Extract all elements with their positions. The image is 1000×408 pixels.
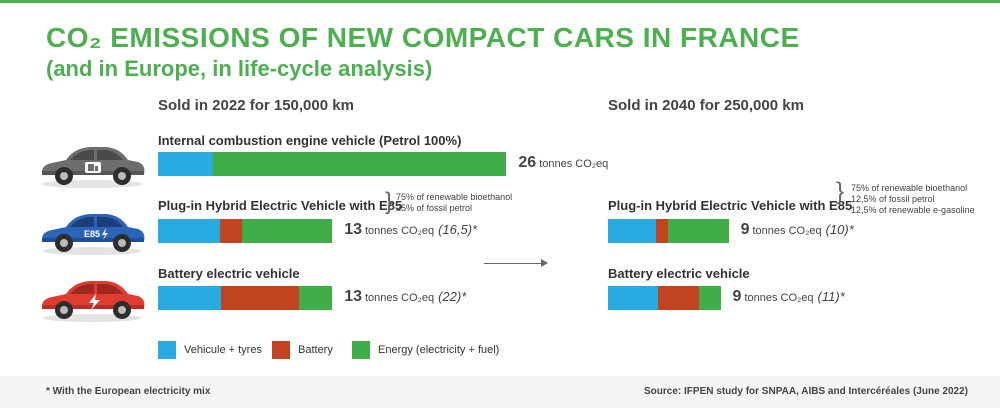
bar-segment-energy (298, 286, 333, 310)
bar-segment-energy (668, 219, 729, 243)
note-line: 12,5% of renewable e-gasoline (851, 205, 975, 215)
phev-2040-energy-note: 75% of renewable bioethanol 12,5% of fos… (851, 183, 975, 216)
note-line: 25% of fossil petrol (396, 203, 473, 213)
european-mix-value: (11)* (817, 289, 845, 304)
legend-label: Energy (electricity + fuel) (378, 344, 500, 356)
bar-segment-vehicle (608, 219, 657, 243)
european-mix-value: (10)* (825, 222, 854, 237)
total-value: 13 (344, 221, 362, 238)
bar-segment-battery (656, 219, 669, 243)
bar-ice-2022 (158, 152, 507, 176)
period-heading-2022: Sold in 2022 for 150,000 km (158, 97, 354, 114)
legend-item-battery: Battery (272, 341, 333, 359)
total-unit: tonnes CO₂eq (744, 292, 814, 304)
arrow-right-icon (484, 259, 548, 267)
legend-swatch-energy (352, 341, 370, 359)
bar-segment-vehicle (158, 152, 213, 176)
note-line: 12,5% of fossil petrol (851, 194, 935, 204)
row-label-bev-2022: Battery electric vehicle (158, 266, 300, 281)
bar-segment-energy (212, 152, 507, 176)
note-brace: } (385, 188, 394, 215)
svg-text:E85: E85 (84, 229, 100, 239)
period-heading-2040: Sold in 2040 for 250,000 km (608, 97, 804, 114)
row-label-phev-2022: Plug-in Hybrid Electric Vehicle with E85 (158, 198, 403, 213)
note-brace: } (836, 178, 845, 205)
legend-label: Battery (298, 344, 333, 356)
total-phev-2022: 13 tonnes CO₂eq (16,5)* (344, 221, 477, 239)
bar-bev-2040 (608, 286, 721, 310)
total-value: 9 (740, 221, 750, 238)
bar-phev-2040 (608, 219, 729, 243)
blue-e85-hybrid-car-icon: E85 (41, 214, 145, 255)
note-line: 75% of renewable bioethanol (396, 192, 513, 202)
total-value: 13 (344, 288, 362, 305)
row-label-bev-2040: Battery electric vehicle (608, 266, 750, 281)
total-value: 26 (518, 154, 537, 171)
row-label-phev-2040: Plug-in Hybrid Electric Vehicle with E85 (608, 198, 853, 213)
bar-segment-energy (699, 286, 721, 310)
bar-phev-2022 (158, 219, 333, 243)
note-line: 75% of renewable bioethanol (851, 183, 968, 193)
phev-2022-energy-note: 75% of renewable bioethanol 25% of fossi… (396, 192, 512, 214)
legend-item-vehicle: Vehicule + tyres (158, 341, 262, 359)
bar-segment-vehicle (608, 286, 658, 310)
top-accent-line (0, 0, 1000, 3)
row-label-ice-2022: Internal combustion engine vehicle (Petr… (158, 133, 462, 148)
source-note: Source: IFPEN study for SNPAA, AIBS and … (644, 386, 968, 397)
total-phev-2040: 9 tonnes CO₂eq (10)* (741, 221, 854, 239)
legend-swatch-battery (272, 341, 290, 359)
total-bev-2022: 13 tonnes CO₂eq (22)* (344, 288, 466, 306)
bar-segment-energy (242, 219, 333, 243)
european-mix-value: (16,5)* (438, 222, 478, 237)
total-bev-2040: 9 tonnes CO₂eq (11)* (733, 288, 845, 306)
bar-segment-battery (220, 286, 299, 310)
red-electric-car-icon (41, 281, 145, 322)
bar-bev-2022 (158, 286, 333, 310)
total-unit: tonnes CO₂eq (364, 292, 435, 304)
bar-segment-battery (219, 219, 243, 243)
grey-petrol-car-icon (41, 147, 145, 188)
total-unit: tonnes CO₂eq (364, 225, 435, 237)
total-ice-2022: 26 tonnes CO₂eq (518, 154, 608, 172)
legend-item-energy: Energy (electricity + fuel) (352, 341, 499, 359)
bar-segment-battery (657, 286, 700, 310)
european-mix-value: (22)* (438, 289, 467, 304)
total-unit: tonnes CO₂eq (539, 158, 609, 170)
total-value: 9 (732, 288, 742, 305)
footer-band (0, 376, 1000, 408)
legend-swatch-vehicle (158, 341, 176, 359)
total-unit: tonnes CO₂eq (752, 225, 822, 237)
footnote: * With the European electricity mix (46, 386, 211, 397)
chart-subtitle: (and in Europe, in life-cycle analysis) (46, 56, 433, 81)
legend-label: Vehicule + tyres (184, 344, 262, 356)
chart-title: CO₂ EMISSIONS OF NEW COMPACT CARS IN FRA… (46, 22, 800, 53)
bar-segment-vehicle (158, 219, 220, 243)
bar-segment-vehicle (158, 286, 221, 310)
